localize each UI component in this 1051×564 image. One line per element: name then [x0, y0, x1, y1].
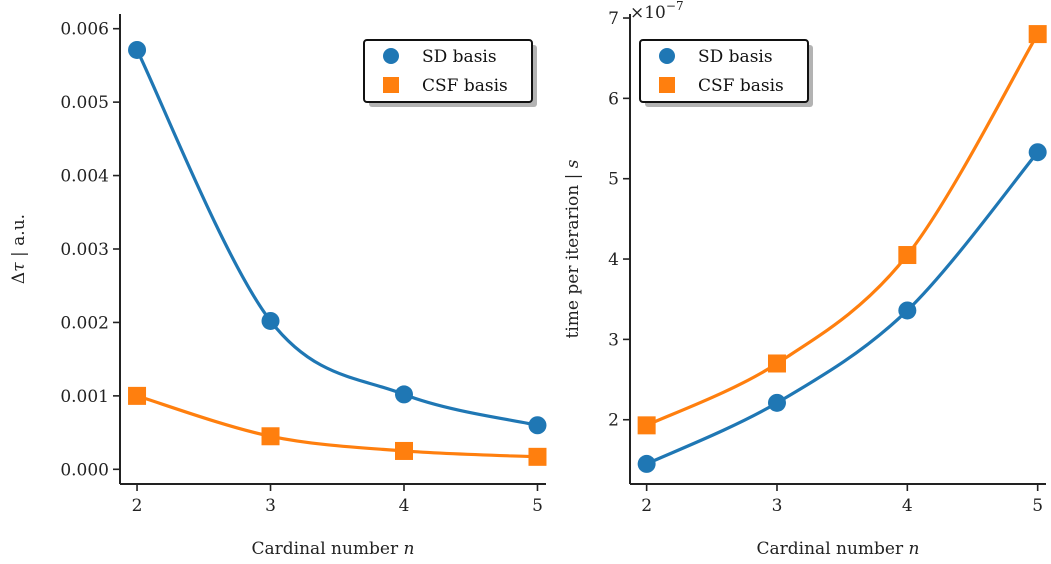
right-chart-panel: 2 3 4 5 6 7 2 3 4 5 Cardinal number n time per iter… — [563, 0, 1047, 559]
x-axis-label-var: n — [404, 539, 415, 559]
legend-label: SD basis — [698, 47, 773, 67]
y-axis-label-var: τ — [9, 262, 29, 272]
y-tick-label: 0.006 — [60, 20, 109, 40]
x-tick-label: 3 — [772, 496, 783, 516]
y-axis-label-text: time per iterarion | — [563, 168, 583, 338]
legend-label: SD basis — [422, 47, 497, 67]
y-axis-label-delta: Δ — [9, 272, 29, 284]
sci-multiplier: ×10−7 — [630, 0, 684, 23]
legend-marker-circle — [383, 48, 399, 64]
legend-label: CSF basis — [422, 76, 508, 96]
legend-marker-square — [659, 77, 675, 93]
data-point-circle — [528, 416, 547, 435]
series-line — [645, 151, 1039, 466]
y-tick-label: 4 — [608, 250, 619, 270]
y-axis-label-var: s — [563, 159, 583, 168]
data-point-square — [528, 447, 547, 466]
data-point-square — [261, 427, 280, 446]
left-chart-panel: 0.000 0.001 0.002 0.003 0.004 0.005 0.006 2 3 4 5 C… — [9, 14, 547, 559]
data-point-circle — [767, 393, 786, 412]
series-line — [136, 394, 538, 459]
y-tick-label: 0.002 — [60, 313, 109, 333]
y-tick-label: 6 — [608, 89, 619, 109]
data-point-circle — [395, 385, 413, 404]
data-point-circle — [898, 301, 917, 320]
x-tick-label: 3 — [265, 496, 276, 516]
legend-box — [639, 39, 809, 103]
data-point-circle — [261, 311, 280, 330]
y-axis-label: Δτ | a.u. — [9, 214, 29, 284]
x-axis-label-text: Cardinal number — [252, 539, 404, 559]
series-line — [135, 49, 538, 427]
x-axis-label-text: Cardinal number — [757, 539, 909, 559]
legend-marker-square — [383, 77, 399, 93]
data-point-square — [898, 246, 917, 265]
x-tick-label: 5 — [1032, 496, 1043, 516]
data-point-square — [637, 416, 656, 435]
x-axis-label: Cardinal number n — [252, 539, 415, 559]
data-point-square — [1028, 25, 1047, 44]
sci-base: ×10 — [630, 3, 666, 23]
legend-marker-circle — [659, 48, 675, 64]
legend: SD basis CSF basis — [639, 39, 813, 107]
data-point-circle — [637, 454, 656, 473]
y-axis-label: time per iterarion | s — [563, 159, 583, 338]
y-tick-label: 5 — [608, 170, 619, 190]
data-point-square — [395, 441, 413, 460]
y-axis-label-unit: | a.u. — [9, 214, 29, 262]
x-axis-label: Cardinal number n — [757, 539, 920, 559]
data-point-circle — [128, 40, 147, 59]
x-tick-label: 2 — [132, 496, 143, 516]
y-tick-label: 0.003 — [60, 240, 109, 260]
series-line — [645, 33, 1040, 427]
sci-exponent: −7 — [666, 0, 684, 13]
y-tick-label: 3 — [608, 330, 619, 350]
y-tick-label: 0.001 — [60, 387, 109, 407]
x-axis-label-var: n — [909, 539, 920, 559]
y-tick-label: 0.005 — [60, 93, 109, 113]
x-tick-label: 5 — [532, 496, 543, 516]
legend: SD basis CSF basis — [363, 39, 537, 107]
data-point-square — [128, 386, 147, 405]
y-tick-label: 0.000 — [60, 460, 109, 480]
legend-box — [363, 39, 533, 103]
x-tick-label: 4 — [399, 496, 410, 516]
x-tick-label: 4 — [902, 496, 913, 516]
x-tick-label: 2 — [641, 496, 652, 516]
y-tick-label: 2 — [608, 411, 619, 431]
y-tick-label: 7 — [608, 9, 619, 29]
data-point-circle — [1028, 143, 1047, 162]
data-point-square — [767, 354, 786, 373]
y-tick-label: 0.004 — [60, 167, 109, 187]
legend-label: CSF basis — [698, 76, 784, 96]
